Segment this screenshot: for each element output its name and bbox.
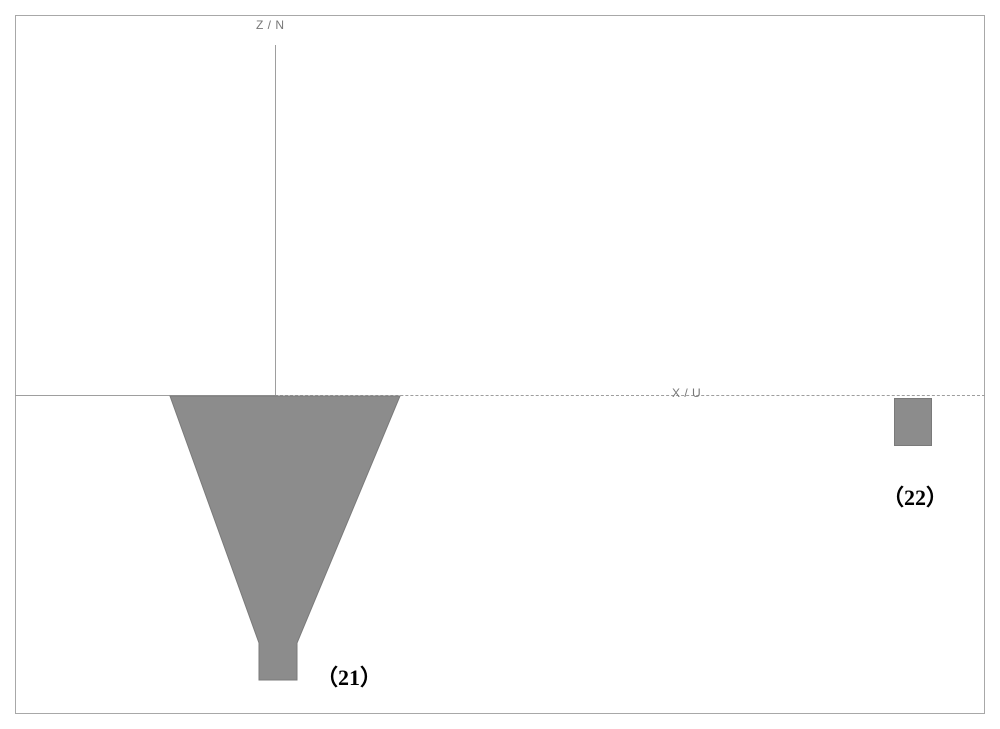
small-block-label: （22） [882, 480, 948, 512]
funnel-shape [0, 0, 1000, 729]
funnel-label: （21） [316, 660, 382, 692]
small-block-shape [894, 398, 932, 446]
diagram-canvas: Z / N X / U （21） （22） [0, 0, 1000, 729]
funnel-polygon [170, 396, 400, 680]
